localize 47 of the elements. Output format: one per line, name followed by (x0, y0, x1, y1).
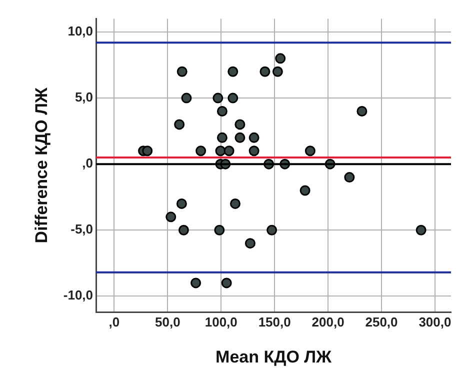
point (216, 132, 228, 143)
point (224, 146, 234, 156)
x-tick-label: 250,0 (365, 314, 398, 330)
x-tick-label: 100,0 (204, 314, 238, 330)
y-tick-label: 10,0 (68, 24, 94, 39)
point (356, 106, 368, 116)
point (272, 66, 283, 77)
point (190, 278, 202, 288)
point (344, 172, 355, 183)
y-tick-label: ,0 (82, 156, 94, 171)
point (234, 132, 246, 143)
point (215, 146, 226, 156)
point (142, 146, 153, 156)
point (216, 106, 228, 116)
point (221, 278, 232, 288)
x-tick-label: 300,0 (418, 314, 452, 330)
point (304, 146, 316, 156)
x-tick-label: 150,0 (258, 314, 291, 330)
point (248, 132, 260, 143)
point (266, 224, 278, 236)
x-tick-label: 200,0 (312, 314, 344, 330)
point (174, 119, 185, 130)
point (228, 66, 238, 77)
point (260, 66, 270, 77)
point (244, 238, 256, 249)
point (176, 198, 187, 209)
point (416, 224, 426, 236)
point (196, 146, 206, 156)
point (230, 198, 240, 209)
point (178, 224, 189, 236)
point (228, 92, 238, 104)
point (275, 53, 286, 64)
y-axis-title: Difference КДО ЛЖ (32, 86, 51, 244)
point (212, 92, 224, 104)
point (234, 119, 246, 130)
point (300, 185, 310, 196)
x-axis-title: Mean КДО ЛЖ (216, 347, 332, 366)
y-tick-label: 5,0 (74, 90, 94, 105)
x-tick-label: ,0 (108, 314, 120, 330)
point (166, 212, 176, 222)
x-tick-label: 50,0 (155, 314, 180, 330)
y-tick-label: -5,0 (70, 222, 94, 237)
y-tick-label: -10,0 (63, 288, 94, 303)
point (176, 66, 188, 77)
point (214, 224, 225, 236)
point (181, 92, 192, 104)
point (248, 146, 260, 156)
